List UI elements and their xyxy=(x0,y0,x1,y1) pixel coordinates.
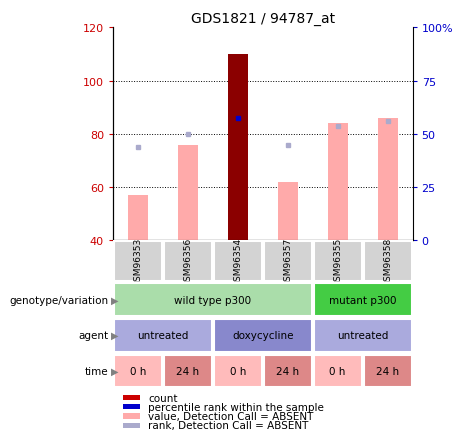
Bar xyxy=(278,182,298,241)
Text: doxycycline: doxycycline xyxy=(232,331,294,340)
Bar xyxy=(114,283,312,316)
Text: 24 h: 24 h xyxy=(176,366,200,376)
Text: mutant p300: mutant p300 xyxy=(329,295,396,305)
Bar xyxy=(264,355,312,388)
Bar xyxy=(123,423,140,427)
Text: 0 h: 0 h xyxy=(330,366,346,376)
Text: 0 h: 0 h xyxy=(230,366,246,376)
Bar xyxy=(328,124,348,241)
Text: GSM96353: GSM96353 xyxy=(133,237,142,286)
Bar xyxy=(123,414,140,418)
Bar xyxy=(178,145,198,241)
Text: rank, Detection Call = ABSENT: rank, Detection Call = ABSENT xyxy=(148,420,308,430)
Text: untreated: untreated xyxy=(337,331,388,340)
Text: GSM96355: GSM96355 xyxy=(333,237,342,286)
Text: ▶: ▶ xyxy=(111,295,118,305)
Bar xyxy=(123,404,140,409)
Text: untreated: untreated xyxy=(137,331,189,340)
Text: wild type p300: wild type p300 xyxy=(174,295,251,305)
Bar xyxy=(114,355,162,388)
Bar xyxy=(128,196,148,241)
Bar xyxy=(214,319,312,352)
Bar xyxy=(313,242,361,281)
Text: count: count xyxy=(148,393,177,403)
Bar xyxy=(313,355,361,388)
Text: GSM96358: GSM96358 xyxy=(383,237,392,286)
Bar xyxy=(214,355,262,388)
Bar xyxy=(164,355,212,388)
Bar xyxy=(364,355,412,388)
Bar xyxy=(228,55,248,241)
Bar xyxy=(313,283,412,316)
Text: ▶: ▶ xyxy=(111,331,118,340)
Text: 24 h: 24 h xyxy=(376,366,399,376)
Bar xyxy=(264,242,312,281)
Title: GDS1821 / 94787_at: GDS1821 / 94787_at xyxy=(191,12,335,26)
Text: 0 h: 0 h xyxy=(130,366,146,376)
Text: ▶: ▶ xyxy=(111,366,118,376)
Bar xyxy=(364,242,412,281)
Bar xyxy=(114,242,162,281)
Text: time: time xyxy=(85,366,108,376)
Text: 24 h: 24 h xyxy=(276,366,299,376)
Text: GSM96356: GSM96356 xyxy=(183,237,192,286)
Text: GSM96354: GSM96354 xyxy=(233,237,242,286)
Text: value, Detection Call = ABSENT: value, Detection Call = ABSENT xyxy=(148,411,313,421)
Bar xyxy=(378,118,397,241)
Text: percentile rank within the sample: percentile rank within the sample xyxy=(148,402,324,412)
Bar xyxy=(114,319,212,352)
Bar xyxy=(214,242,262,281)
Bar xyxy=(164,242,212,281)
Bar xyxy=(123,395,140,400)
Bar xyxy=(313,319,412,352)
Text: genotype/variation: genotype/variation xyxy=(9,295,108,305)
Text: agent: agent xyxy=(78,331,108,340)
Text: GSM96357: GSM96357 xyxy=(283,237,292,286)
